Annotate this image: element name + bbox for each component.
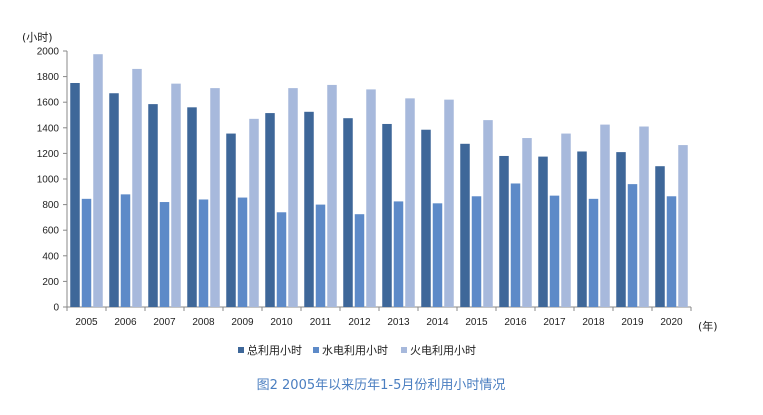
bar-2019-series-1: [616, 152, 626, 307]
bar-2010-series-3: [288, 88, 298, 308]
tick-labels: 0 200 400 600 800 1000 1200 1400 1600 1800 2000 200…: [37, 47, 683, 329]
bars: [70, 54, 688, 308]
bar-2018-series-3: [600, 124, 610, 307]
bar-2008-series-2: [198, 199, 209, 307]
x-tick-label-2007: 2007: [153, 317, 176, 328]
y-tick-label: 800: [42, 200, 59, 211]
bar-2006-series-1: [109, 93, 119, 308]
bar-2014-series-1: [421, 129, 431, 307]
x-tick-label-2009: 2009: [231, 317, 254, 328]
x-tick-label-2012: 2012: [348, 317, 371, 328]
legend: 总利用小时 水电利用小时 火电利用小时: [238, 343, 476, 357]
bar-2020-series-2: [666, 196, 677, 307]
bar-2017-series-3: [561, 133, 571, 307]
x-unit-label: (年): [698, 319, 718, 333]
x-tick-label-2020: 2020: [660, 317, 683, 328]
y-tick-label: 200: [42, 277, 59, 288]
x-tick-label-2016: 2016: [504, 317, 527, 328]
x-tick-label-2018: 2018: [582, 317, 605, 328]
bar-2020-series-1: [655, 166, 665, 307]
bar-2006-series-2: [120, 194, 131, 307]
bar-2007-series-3: [171, 83, 181, 307]
bar-2005-series-2: [81, 198, 92, 307]
bar-2019-series-2: [627, 184, 638, 307]
bar-2011-series-1: [304, 111, 314, 307]
y-tick-label: 2000: [37, 47, 60, 58]
x-tick-label-2017: 2017: [543, 317, 566, 328]
bar-2015-series-1: [460, 143, 470, 307]
legend-swatch-series-2: [313, 347, 319, 353]
y-tick-label: 1800: [37, 72, 60, 83]
bar-2015-series-2: [471, 196, 482, 307]
x-tick-label-2011: 2011: [310, 317, 332, 328]
bar-2012-series-1: [343, 118, 353, 307]
x-tick-label-2010: 2010: [270, 317, 293, 328]
bar-2005-series-1: [70, 83, 80, 307]
bar-2018-series-1: [577, 151, 587, 307]
bar-2009-series-3: [249, 118, 259, 307]
x-tick-label-2005: 2005: [75, 317, 98, 328]
bar-2016-series-1: [499, 155, 509, 307]
bar-2014-series-3: [444, 99, 454, 307]
bar-2007-series-1: [148, 104, 158, 308]
bar-2012-series-3: [366, 89, 376, 308]
bar-2013-series-2: [393, 201, 404, 307]
bar-2008-series-1: [187, 107, 197, 307]
x-tick-label-2008: 2008: [192, 317, 215, 328]
y-tick-label: 0: [53, 303, 59, 314]
x-tick-label-2006: 2006: [114, 317, 137, 328]
bar-2012-series-2: [354, 214, 365, 307]
bar-2017-series-2: [549, 195, 560, 307]
legend-label-series-1: 总利用小时: [247, 343, 302, 357]
bar-2006-series-3: [132, 68, 142, 307]
bar-2011-series-2: [315, 204, 326, 307]
y-tick-label: 1400: [37, 123, 60, 134]
bar-2011-series-3: [327, 84, 337, 307]
bar-2017-series-1: [538, 156, 548, 307]
legend-label-series-3: 火电利用小时: [410, 344, 476, 357]
legend-swatch-series-1: [238, 347, 244, 353]
x-tick-label-2013: 2013: [387, 317, 410, 328]
bar-2010-series-2: [276, 212, 287, 307]
bar-2007-series-2: [159, 202, 170, 307]
bar-2009-series-2: [237, 197, 248, 307]
bar-2010-series-1: [265, 113, 275, 307]
y-unit-label: (小时): [22, 31, 53, 44]
y-tick-label: 1000: [37, 175, 60, 186]
x-tick-label-2014: 2014: [426, 317, 449, 328]
bar-2009-series-1: [226, 133, 236, 307]
y-tick-label: 1200: [37, 149, 60, 160]
legend-swatch-series-3: [401, 347, 407, 353]
bar-2020-series-3: [678, 145, 688, 307]
bar-2015-series-3: [483, 120, 493, 308]
y-tick-label: 600: [42, 226, 59, 237]
y-tick-label: 1600: [37, 98, 60, 109]
bar-2016-series-2: [510, 183, 521, 307]
axes: [63, 50, 692, 311]
legend-label-series-2: 水电利用小时: [322, 344, 388, 357]
bar-2018-series-2: [588, 198, 599, 307]
chart-caption: 图2 2005年以来历年1-5月份利用小时情况: [257, 378, 506, 393]
bar-2008-series-3: [210, 88, 220, 308]
bar-2019-series-3: [639, 126, 649, 308]
bar-2014-series-2: [432, 203, 443, 307]
bar-2016-series-3: [522, 138, 532, 307]
x-tick-label-2015: 2015: [465, 317, 488, 328]
y-tick-label: 400: [42, 251, 59, 262]
bar-2013-series-3: [405, 98, 415, 307]
x-tick-label-2019: 2019: [621, 317, 644, 328]
bar-2005-series-3: [93, 54, 103, 308]
bar-2013-series-1: [382, 123, 392, 308]
